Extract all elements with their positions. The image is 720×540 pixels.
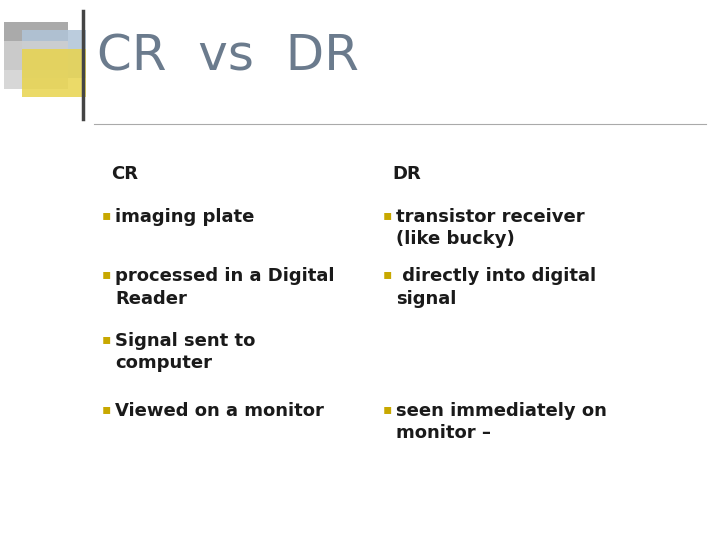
Text: Signal sent to
computer: Signal sent to computer bbox=[115, 332, 256, 372]
Text: seen immediately on
monitor –: seen immediately on monitor – bbox=[396, 402, 607, 442]
Text: ▪: ▪ bbox=[102, 402, 112, 416]
Text: CR: CR bbox=[112, 165, 138, 183]
FancyBboxPatch shape bbox=[22, 30, 86, 78]
Text: ▪: ▪ bbox=[102, 267, 112, 281]
Text: ▪: ▪ bbox=[102, 332, 112, 346]
Text: ▪: ▪ bbox=[383, 267, 392, 281]
Text: Viewed on a monitor: Viewed on a monitor bbox=[115, 402, 324, 420]
Text: DR: DR bbox=[392, 165, 421, 183]
Text: ▪: ▪ bbox=[383, 402, 392, 416]
FancyBboxPatch shape bbox=[4, 22, 68, 70]
FancyBboxPatch shape bbox=[4, 40, 68, 89]
Text: processed in a Digital
Reader: processed in a Digital Reader bbox=[115, 267, 335, 307]
Text: transistor receiver
(like bucky): transistor receiver (like bucky) bbox=[396, 208, 585, 248]
Text: imaging plate: imaging plate bbox=[115, 208, 255, 226]
Text: ▪: ▪ bbox=[102, 208, 112, 222]
Text: directly into digital
signal: directly into digital signal bbox=[396, 267, 596, 307]
FancyBboxPatch shape bbox=[22, 49, 86, 97]
Text: ▪: ▪ bbox=[383, 208, 392, 222]
Text: CR  vs  DR: CR vs DR bbox=[97, 33, 359, 80]
